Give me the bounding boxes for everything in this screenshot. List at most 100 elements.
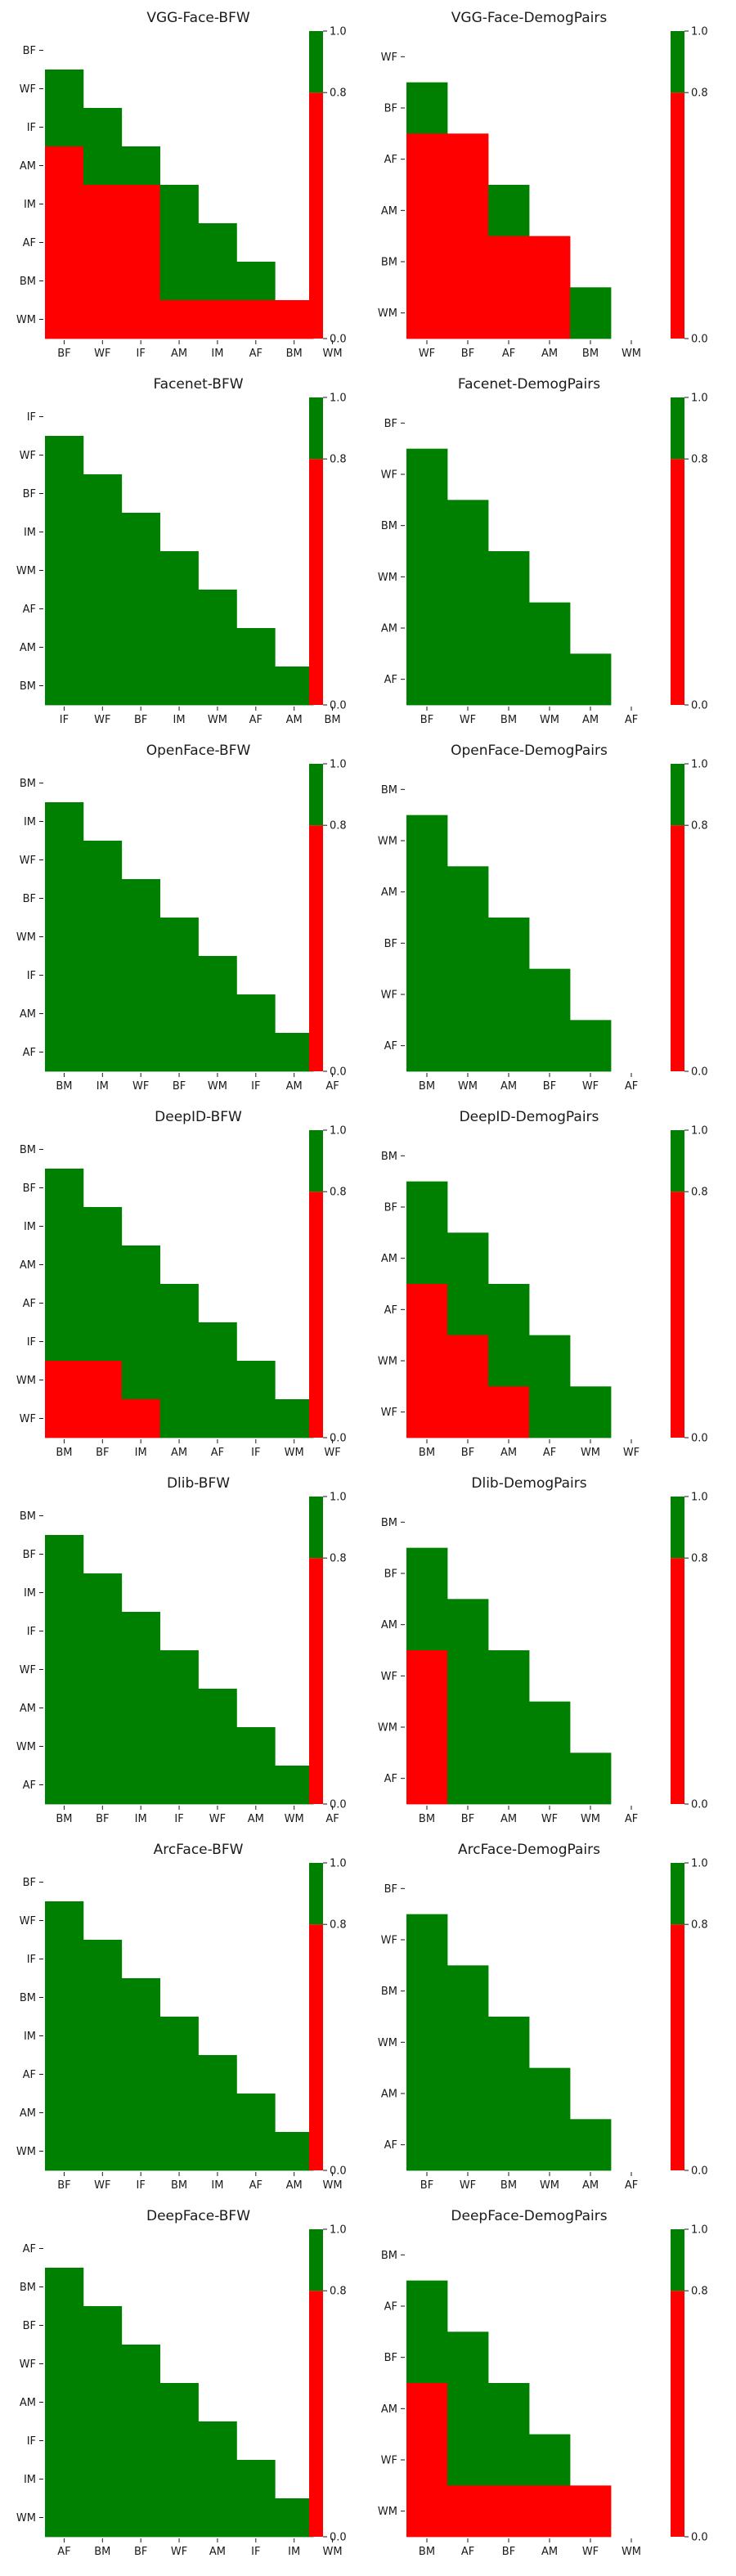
heatmap-cell: [447, 918, 489, 970]
heatmap-cell: [529, 2485, 571, 2538]
heatmap-cell: [406, 2017, 448, 2069]
heatmap-cell: [45, 1573, 84, 1613]
colorbar-fail-segment: [309, 2291, 323, 2537]
y-tick-label: AF: [23, 237, 36, 249]
heatmap-cell: [198, 1322, 237, 1362]
x-tick-label: AM: [286, 714, 303, 726]
y-tick-label: AF: [384, 1304, 397, 1317]
heatmap-cell: [406, 1701, 448, 1753]
heatmap-cell: [83, 2383, 123, 2422]
heatmap-cell: [83, 2094, 123, 2133]
heatmap-cell: [447, 866, 489, 918]
heatmap-cell: [121, 1650, 161, 1690]
heatmap-cell: [236, 628, 276, 667]
x-tick-label: BM: [419, 1447, 435, 1459]
heatmap-cell: [83, 1399, 123, 1438]
y-tick-label: WM: [16, 314, 36, 326]
y-tick-label: IM: [24, 2031, 36, 2043]
heatmap-cell: [45, 590, 84, 629]
heatmap-cell: [83, 1612, 123, 1651]
x-tick-label: IM: [211, 348, 223, 360]
heatmap-cell: [488, 236, 530, 288]
colorbar-tick-label: 0.8: [330, 88, 347, 100]
heatmap-cell: [447, 2485, 489, 2538]
colorbar-fail-segment: [671, 825, 684, 1071]
heatmap-cell: [83, 879, 123, 918]
colorbar-fail-segment: [671, 1558, 684, 1804]
x-tick-label: WF: [460, 714, 476, 726]
colorbar-tick-label: 1.0: [691, 393, 708, 405]
y-tick-label: AM: [20, 642, 36, 654]
x-tick-label: AM: [500, 1447, 517, 1459]
heatmap-panel: DeepID-BFW BM BF IM AM AF IF WM WF BM BF IM AM AF IF WM…: [16, 1109, 347, 1459]
heatmap-cell: [45, 108, 84, 147]
y-tick-label: BM: [20, 276, 36, 288]
heatmap-cell: [488, 2485, 530, 2538]
y-tick-label: IM: [24, 1587, 36, 1600]
heatmap-panel: DeepFace-BFW AF BM BF WF AM IF IM WM AF BM BF WF AM IF…: [16, 2208, 347, 2558]
heatmap-cell: [45, 628, 84, 667]
heatmap-cell: [447, 602, 489, 654]
y-tick-label: AF: [384, 154, 397, 166]
y-tick-label: BM: [20, 778, 36, 790]
panel-title: Facenet-BFW: [153, 376, 243, 393]
heatmap-cell: [488, 1386, 530, 1438]
heatmap-cell: [45, 1727, 84, 1766]
heatmap-cell: [529, 2119, 571, 2171]
heatmap-cell: [45, 185, 84, 224]
heatmap-cell: [447, 1284, 489, 1336]
heatmap-cell: [529, 602, 571, 654]
x-tick-label: WM: [540, 714, 559, 726]
colorbar-pass-segment: [671, 397, 684, 460]
y-tick-label: AM: [20, 2107, 36, 2120]
y-tick-label: BF: [384, 1568, 397, 1581]
x-tick-label: WF: [94, 714, 110, 726]
heatmap-cell: [121, 1727, 161, 1766]
heatmap-cell: [45, 2132, 84, 2171]
y-tick-label: BM: [20, 2282, 36, 2294]
heatmap-cell: [236, 1766, 276, 1805]
heatmap-cell: [447, 968, 489, 1021]
y-tick-label: BF: [384, 938, 397, 950]
heatmap-cell: [121, 2017, 161, 2056]
heatmap-cell: [406, 918, 448, 970]
colorbar-tick-label: 0.0: [691, 1433, 708, 1445]
y-tick-label: WM: [16, 1741, 36, 1753]
heatmap-cell: [45, 1612, 84, 1651]
heatmap-cell: [45, 918, 84, 957]
heatmap-cell: [121, 994, 161, 1034]
heatmap-cell: [406, 1284, 448, 1336]
y-tick-label: BM: [381, 784, 397, 797]
colorbar-fail-segment: [671, 459, 684, 705]
heatmap-cell: [198, 1399, 237, 1438]
heatmap-cell: [45, 2094, 84, 2133]
heatmap-cell: [121, 2094, 161, 2133]
heatmap-cell: [83, 474, 123, 514]
heatmap-cell: [488, 1284, 530, 1336]
heatmap-cell: [83, 1978, 123, 2017]
heatmap-panel: Dlib-BFW BM BF IM IF WF AM WM AF BM BF IM IF WF AM WM AF…: [16, 1475, 347, 1825]
heatmap-cell: [121, 1284, 161, 1323]
heatmap-cell: [488, 1650, 530, 1703]
x-tick-label: IM: [173, 714, 186, 726]
heatmap-cell: [45, 2306, 84, 2345]
heatmap-cell: [121, 2345, 161, 2384]
y-tick-label: WF: [20, 1915, 36, 1928]
heatmap-cell: [83, 590, 123, 629]
heatmap-cell: [45, 513, 84, 552]
heatmap-cell: [83, 1727, 123, 1766]
y-tick-label: AM: [381, 1619, 397, 1631]
heatmap-cell: [45, 666, 84, 706]
heatmap-cell: [529, 1386, 571, 1438]
x-tick-label: AM: [171, 1447, 187, 1459]
y-tick-label: BF: [384, 103, 397, 115]
heatmap-cell: [159, 1399, 199, 1438]
colorbar-pass-segment: [671, 1130, 684, 1192]
x-tick-label: WM: [208, 1080, 227, 1093]
y-tick-label: WF: [20, 1413, 36, 1425]
x-tick-label: IM: [135, 1447, 147, 1459]
y-tick-label: IF: [27, 1336, 36, 1349]
y-tick-label: AM: [20, 1008, 36, 1021]
colorbar-pass-segment: [309, 1863, 323, 1925]
colorbar-tick-label: 0.8: [330, 1553, 347, 1565]
